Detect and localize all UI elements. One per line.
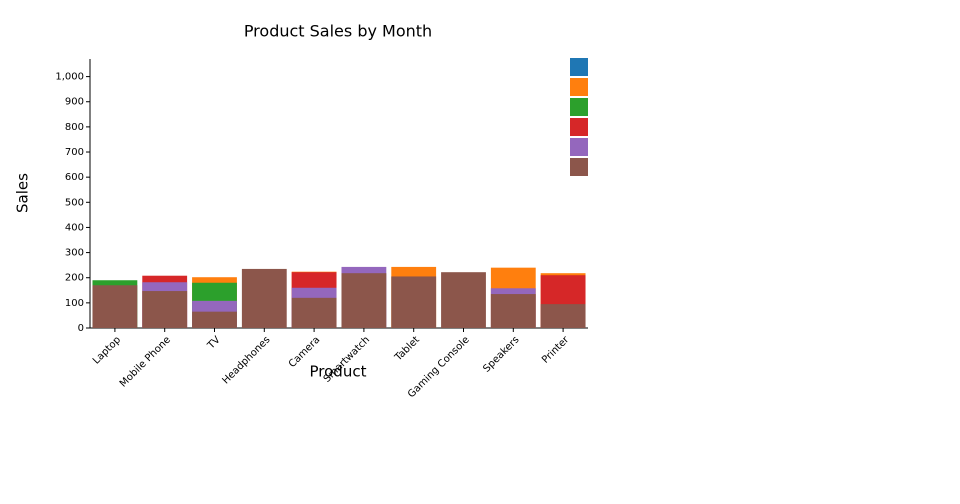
x-tick-label: Printer [540, 334, 572, 366]
y-tick-label: 300 [65, 248, 84, 259]
y-tick-label: 1,000 [55, 72, 84, 83]
y-tick-label: 600 [65, 172, 84, 183]
y-tick-label: 0 [78, 323, 84, 334]
y-tick-label: 800 [65, 122, 84, 133]
bar [441, 272, 486, 328]
legend-swatch [570, 118, 588, 136]
x-tick-label: Laptop [91, 334, 123, 366]
x-tick-label: Headphones [220, 334, 272, 386]
bar [291, 297, 337, 328]
y-axis-label: Sales [14, 173, 32, 213]
y-tick-label: 900 [65, 97, 84, 108]
legend-swatch [570, 138, 588, 156]
y-tick-label: 700 [65, 147, 84, 158]
legend-swatch [570, 158, 588, 176]
bar [92, 285, 138, 328]
bar [490, 294, 536, 328]
x-tick-label: Speakers [481, 334, 521, 374]
bar [341, 273, 387, 328]
bar [142, 291, 188, 328]
y-tick-label: 200 [65, 273, 84, 284]
x-tick-label: Mobile Phone [118, 334, 173, 389]
legend-swatch [570, 98, 588, 116]
bar [241, 268, 287, 328]
bar [192, 311, 237, 328]
bar [391, 276, 437, 328]
y-tick-label: 400 [65, 222, 84, 233]
x-tick-label: Tablet [392, 334, 422, 364]
bar [540, 304, 586, 328]
x-axis-label: Product [310, 363, 367, 381]
x-tick-label: TV [205, 334, 223, 352]
y-tick-label: 100 [65, 298, 84, 309]
y-tick-label: 500 [65, 197, 84, 208]
chart-title: Product Sales by Month [244, 22, 432, 41]
legend-swatch [570, 78, 588, 96]
legend-swatch [570, 58, 588, 76]
